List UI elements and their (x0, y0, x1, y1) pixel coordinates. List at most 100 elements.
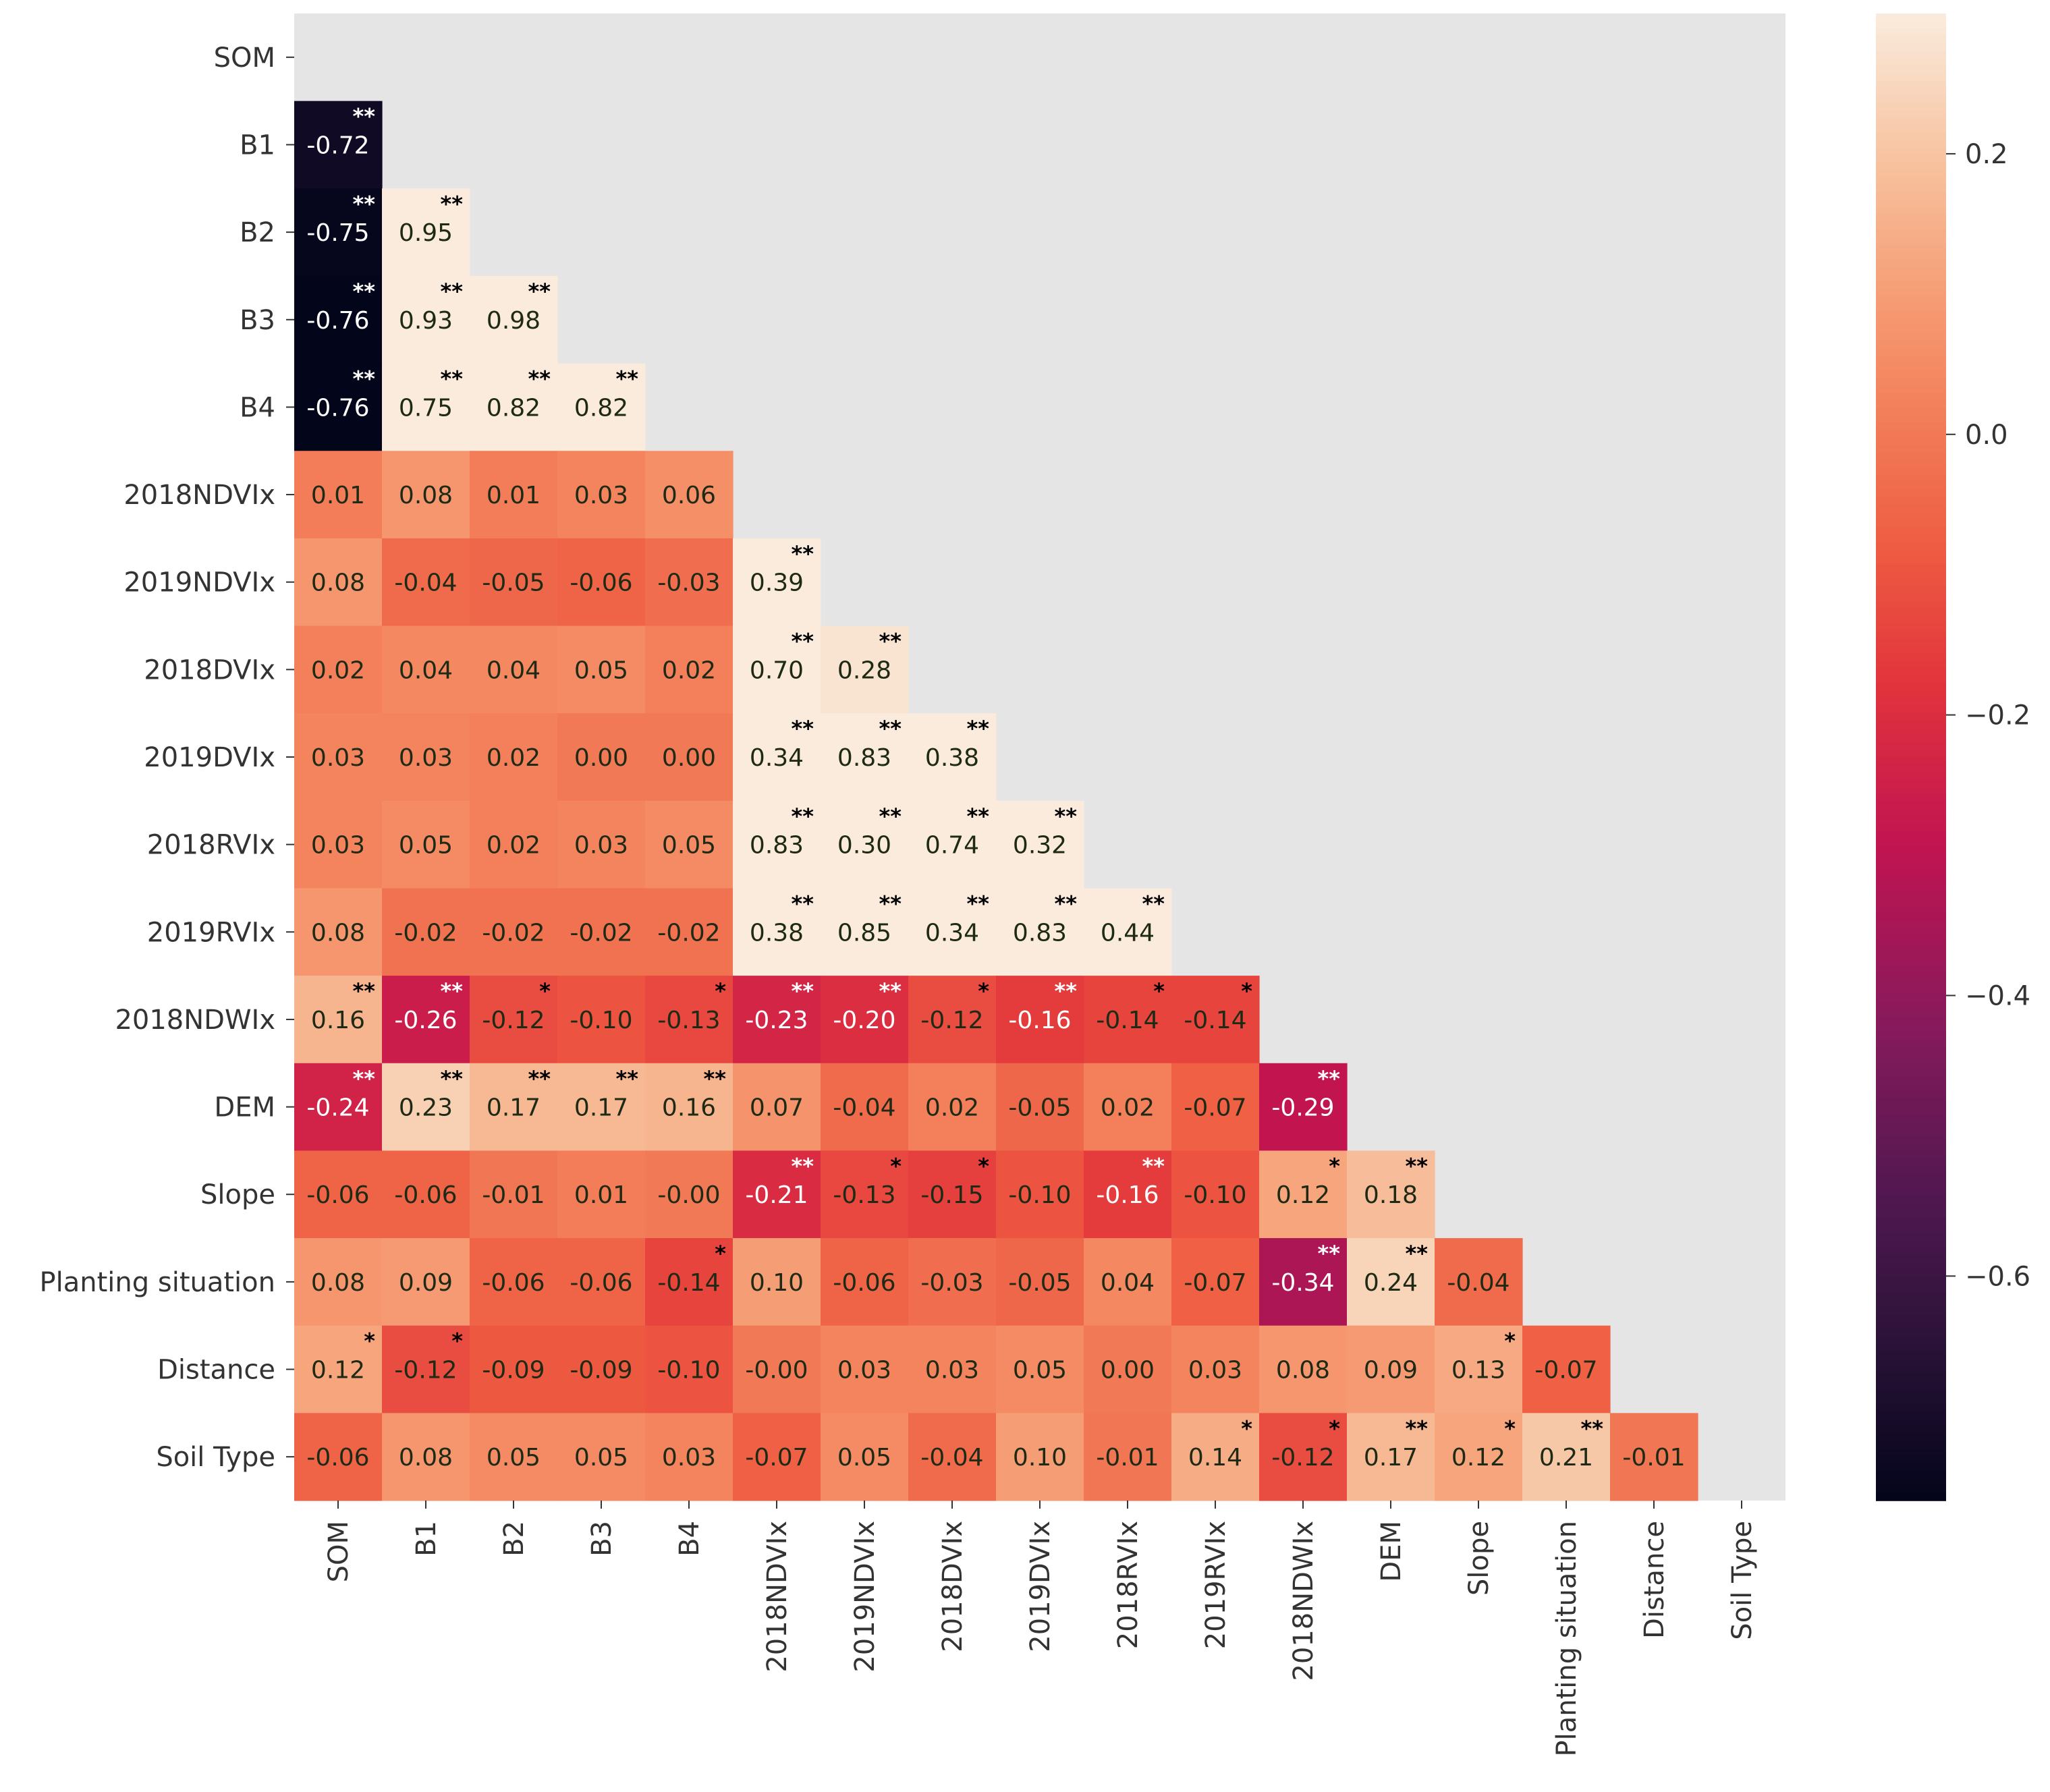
colorbar-gradient-segment (1876, 861, 1946, 870)
colorbar-gradient-segment (1876, 1158, 1946, 1167)
colorbar-gradient-segment (1876, 667, 1946, 676)
heatmap-cell (733, 1063, 821, 1152)
colorbar-gradient-segment (1876, 80, 1946, 88)
heatmap-cell (821, 1325, 909, 1413)
colorbar-gradient-segment (1876, 184, 1946, 193)
colorbar-gradient-segment (1876, 846, 1946, 855)
colorbar-gradient-segment (1876, 839, 1946, 847)
heatmap-cell (1259, 1325, 1348, 1413)
heatmap-cell (470, 451, 558, 539)
heatmap-cell (557, 1150, 646, 1239)
colorbar-gradient-segment (1876, 125, 1946, 134)
significance-marker: * (1329, 1153, 1340, 1179)
significance-marker: * (1241, 1416, 1252, 1441)
colorbar-tick-label: −0.4 (1965, 980, 2030, 1011)
colorbar-gradient-segment (1876, 549, 1946, 557)
cell-value-label: -0.06 (306, 1181, 369, 1209)
heatmap-cell (821, 800, 909, 889)
cell-value-label: -0.06 (570, 569, 632, 597)
significance-marker: ** (528, 1066, 551, 1092)
heatmap-cell (294, 888, 383, 976)
colorbar-gradient-segment (1876, 920, 1946, 929)
colorbar-gradient-segment (1876, 266, 1946, 275)
heatmap-cell (382, 625, 470, 714)
heatmap-cell (294, 538, 383, 627)
colorbar-gradient-segment (1876, 868, 1946, 877)
colorbar-gradient-segment (1876, 1418, 1946, 1427)
cell-value-label: 0.17 (574, 1094, 628, 1122)
significance-marker: ** (616, 366, 639, 392)
heatmap-cell (1435, 1238, 1523, 1326)
cell-value-label: -0.24 (306, 1094, 369, 1122)
colorbar-gradient-segment (1876, 132, 1946, 141)
colorbar-tick-label: 0.0 (1965, 420, 2008, 451)
cell-value-label: -0.07 (745, 1444, 808, 1472)
colorbar-gradient-segment (1876, 1307, 1946, 1316)
significance-marker: ** (1055, 978, 1078, 1004)
heatmap-cell (294, 1413, 383, 1501)
cell-value-label: 0.95 (399, 219, 453, 247)
colorbar-gradient-segment (1876, 511, 1946, 520)
heatmap-cell (645, 451, 733, 539)
heatmap-cell (470, 800, 558, 889)
colorbar-gradient-segment (1876, 772, 1946, 780)
colorbar-gradient-segment (1876, 1032, 1946, 1040)
cell-value-label: 0.03 (311, 744, 365, 772)
heatmap-cell (733, 1413, 821, 1501)
colorbar-gradient-segment (1876, 497, 1946, 505)
heatmap-cell (557, 976, 646, 1064)
heatmap-cell (382, 713, 470, 802)
colorbar-gradient-segment (1876, 824, 1946, 832)
colorbar-gradient-segment (1876, 88, 1946, 96)
colorbar-gradient-segment (1876, 1381, 1946, 1390)
cell-value-label: 0.24 (1364, 1269, 1418, 1297)
cell-value-label: 0.05 (837, 1444, 891, 1472)
y-tick-label: 2018RVIx (147, 830, 275, 861)
heatmap-cell (1347, 1150, 1435, 1239)
cell-value-label: -0.16 (1008, 1007, 1071, 1034)
heatmap-cell (996, 1325, 1084, 1413)
x-tick-label: 2018NDVIx (762, 1521, 793, 1673)
cell-value-label: 0.30 (837, 832, 891, 860)
heatmap-cell (1171, 1325, 1260, 1413)
heatmap-cell (382, 275, 470, 364)
cell-value-label: -0.23 (745, 1007, 808, 1034)
colorbar-gradient-segment (1876, 645, 1946, 654)
colorbar-gradient-segment (1876, 1440, 1946, 1449)
colorbar-gradient-segment (1876, 370, 1946, 379)
significance-marker: * (451, 1328, 463, 1354)
cell-value-label: -0.01 (1622, 1444, 1685, 1472)
cell-value-label: 0.06 (662, 482, 716, 509)
cell-value-label: -0.76 (306, 307, 369, 335)
cell-value-label: 0.03 (925, 1357, 979, 1384)
cell-value-label: -0.26 (394, 1007, 457, 1034)
heatmap-cell (821, 1238, 909, 1326)
cell-value-label: -0.06 (306, 1444, 369, 1472)
colorbar-gradient-segment (1876, 236, 1946, 245)
colorbar-gradient-segment (1876, 1233, 1946, 1241)
heatmap-cell (557, 451, 646, 539)
significance-marker: * (1241, 978, 1252, 1004)
cell-value-label: 0.05 (574, 656, 628, 684)
cell-value-label: -0.07 (1534, 1357, 1597, 1384)
colorbar-gradient-segment (1876, 1396, 1946, 1405)
heatmap-cell (733, 800, 821, 889)
heatmap-cell (645, 713, 733, 802)
heatmap-cell (908, 888, 997, 976)
cell-value-label: 0.03 (574, 832, 628, 860)
colorbar-gradient-segment (1876, 630, 1946, 639)
significance-marker: ** (967, 716, 990, 741)
colorbar-gradient-segment (1876, 288, 1946, 297)
heatmap-cell (1084, 1150, 1172, 1239)
heatmap-cell (557, 1238, 646, 1326)
colorbar-gradient-segment (1876, 1144, 1946, 1152)
cell-value-label: 0.14 (1188, 1444, 1242, 1472)
heatmap-cell (996, 1063, 1084, 1152)
colorbar-gradient-segment (1876, 355, 1946, 364)
heatmap-cell (1259, 1413, 1348, 1501)
cell-value-label: 0.07 (750, 1094, 804, 1122)
cell-value-label: 0.82 (487, 394, 541, 422)
significance-marker: ** (1406, 1416, 1429, 1441)
heatmap-cell (996, 976, 1084, 1064)
cell-value-label: -0.07 (1184, 1094, 1246, 1122)
